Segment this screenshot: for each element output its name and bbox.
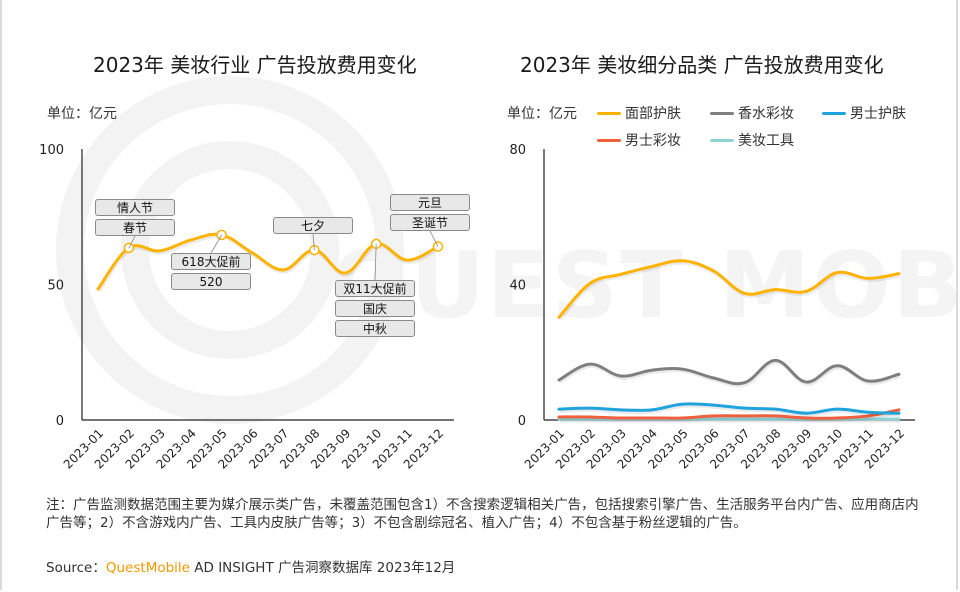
series-shadow — [559, 360, 901, 388]
right-unit-label: 单位：亿元 — [507, 106, 577, 122]
series-shadow — [559, 410, 901, 422]
y-tick-label: 0 — [56, 414, 64, 429]
legend-label: 面部护肤 — [625, 106, 681, 122]
legend-label: 美妆工具 — [738, 133, 794, 149]
legend-swatch — [710, 111, 734, 115]
legend-item: 美妆工具 — [710, 130, 794, 150]
y-tick-label: 40 — [509, 279, 526, 294]
annotation-tag: 520 — [171, 273, 251, 290]
legend-swatch — [597, 138, 621, 142]
legend-item: 面部护肤 — [597, 103, 681, 123]
annotation-leader-line — [312, 233, 315, 251]
legend-swatch — [710, 138, 734, 142]
annotation-tag: 七夕 — [273, 217, 353, 234]
y-tick-label: 0 — [518, 414, 526, 429]
annotation-tag: 国庆 — [335, 300, 415, 317]
annotation-tag: 圣诞节 — [390, 214, 470, 231]
annotation-tag: 情人节 — [95, 199, 175, 216]
annotation-tag: 元旦 — [390, 194, 470, 211]
left-chart-title: 2023年 美妆行业 广告投放费用变化 — [93, 53, 417, 77]
legend-label: 男士彩妆 — [625, 133, 681, 149]
legend-label: 香水彩妆 — [738, 106, 794, 122]
annotation-leader-line — [429, 230, 439, 247]
series-line-面部护肤 — [557, 259, 901, 319]
legend-item: 香水彩妆 — [710, 103, 794, 123]
legend-label: 男士护肤 — [850, 106, 906, 122]
series-line-男士彩妆 — [557, 408, 901, 420]
footnote: 注：广告监测数据范围主要为媒介展示类广告，未覆盖范围包含1）不含搜索逻辑相关广告… — [46, 497, 919, 531]
y-tick-label: 50 — [47, 279, 64, 294]
series-shadow — [559, 404, 901, 417]
legend-swatch — [597, 111, 621, 115]
series-line-男士护肤 — [557, 402, 901, 415]
annotation-leader-line — [374, 243, 377, 281]
legend-item: 男士彩妆 — [597, 130, 681, 150]
annotation-leader-line — [128, 235, 136, 249]
source-rest: AD INSIGHT 广告洞察数据库 2023年12月 — [189, 560, 456, 576]
legend-item: 男士护肤 — [822, 103, 906, 123]
annotation-tag: 中秋 — [335, 320, 415, 337]
y-tick-label: 100 — [39, 143, 64, 158]
annotation-tag: 618大促前 — [171, 253, 251, 270]
annotation-leader-line — [210, 234, 222, 254]
series-line-香水彩妆 — [557, 358, 901, 386]
legend-swatch — [822, 111, 846, 115]
source-line: Source：QuestMobile AD INSIGHT 广告洞察数据库 20… — [46, 556, 455, 576]
annotation-tag: 双11大促前 — [335, 280, 415, 297]
right-chart-title: 2023年 美妆细分品类 广告投放费用变化 — [520, 53, 884, 77]
series-shadow — [558, 260, 901, 321]
source-prefix: Source： — [46, 560, 106, 576]
y-tick-label: 80 — [509, 143, 526, 158]
left-unit-label: 单位：亿元 — [47, 106, 117, 122]
source-brand: QuestMobile — [105, 560, 190, 576]
annotation-tag: 春节 — [95, 219, 175, 236]
